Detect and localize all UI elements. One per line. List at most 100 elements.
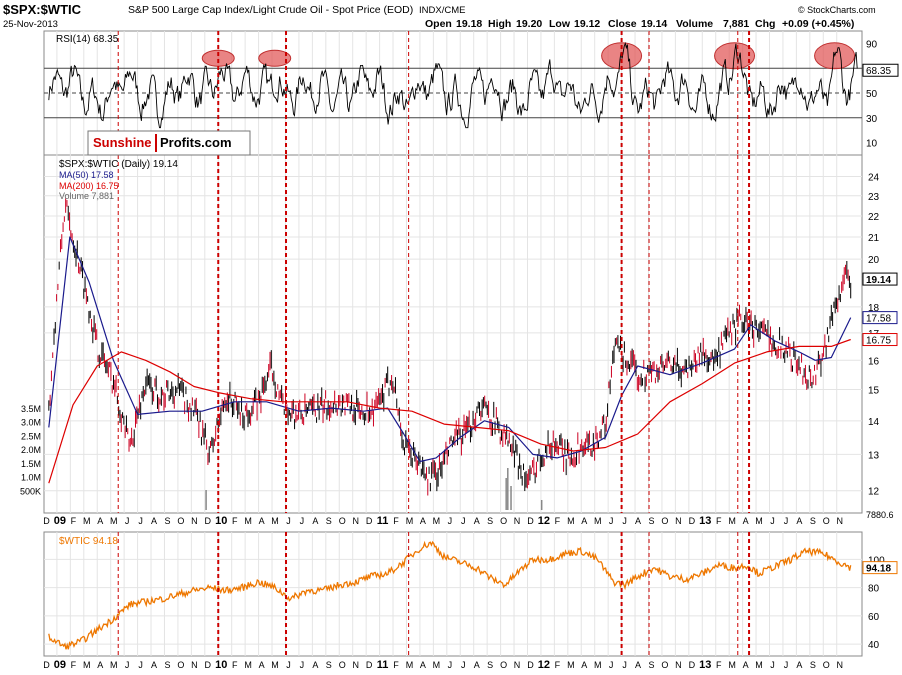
sunshine-logo-box <box>87 130 251 156</box>
volume-label: Volume <box>676 18 713 30</box>
x-axis-month-label: M <box>83 516 91 526</box>
price-legend-ma200: MA(200) 16.75 <box>59 181 119 191</box>
volume-bar <box>510 486 512 510</box>
x-axis-month-label: J <box>609 660 614 670</box>
volume-y-tick-label: 1.0M <box>21 473 41 483</box>
chart-date: 25-Nov-2013 <box>3 19 58 30</box>
x-axis-month-label: J <box>461 516 466 526</box>
volume-bar <box>540 500 543 510</box>
volume-y-tick-label: 500K <box>20 486 41 496</box>
ma50-last-value-box <box>862 311 898 325</box>
labels-layer: DD0909FFMMAAMMJJJJAASSOONNDD1010FFMMAAMM… <box>20 39 899 671</box>
volume-y-tick-label: 1.5M <box>21 459 41 469</box>
x-axis-month-label: 11 <box>377 515 389 527</box>
x-axis-month-label: 12 <box>538 659 550 671</box>
ma200-line <box>48 338 851 484</box>
price-y-tick-label: 15 <box>868 386 880 397</box>
price-y-tick-label: 24 <box>868 173 880 184</box>
wtic-last-value-box <box>862 561 898 575</box>
x-axis-month-label: N <box>514 516 521 526</box>
x-axis-month-label: M <box>110 660 118 670</box>
sunshine-logo-part1: Sunshine <box>93 135 152 150</box>
sunshine-logo-divider <box>155 134 157 152</box>
chart-description: S&P 500 Large Cap Index/Light Crude Oil … <box>128 4 413 16</box>
ma50-last-value: 17.58 <box>866 314 891 325</box>
x-axis-month-label: J <box>125 516 130 526</box>
chart-exchange: INDX/CME <box>419 5 465 16</box>
x-axis-month-label: A <box>97 660 103 670</box>
x-axis-month-label: O <box>500 516 507 526</box>
x-axis-month-label: A <box>474 660 480 670</box>
x-axis-month-label: M <box>406 516 414 526</box>
x-axis-month-label: M <box>271 516 279 526</box>
x-axis-month-label: M <box>728 660 736 670</box>
volume-bar <box>205 490 207 510</box>
series-layer <box>48 41 858 650</box>
rsi-y-tick-label: 50 <box>866 89 878 100</box>
low-value: 19.12 <box>574 18 600 30</box>
wtic-y-tick-label: 60 <box>868 612 880 623</box>
x-axis-month-label: A <box>97 516 103 526</box>
rsi-last-value-box <box>862 63 899 77</box>
x-axis-month-label: A <box>796 660 802 670</box>
close-value: 19.14 <box>641 18 667 30</box>
x-axis-month-label: M <box>244 516 252 526</box>
x-axis-month-label: D <box>205 660 212 670</box>
x-axis-month-label: D <box>527 660 534 670</box>
price-y-tick-label: 18 <box>868 303 880 314</box>
x-axis-month-label: F <box>555 516 561 526</box>
x-axis-month-label: N <box>514 660 521 670</box>
x-axis-month-label: M <box>406 660 414 670</box>
x-axis-month-label: J <box>300 516 305 526</box>
x-axis-month-label: F <box>71 660 77 670</box>
x-axis-month-label: A <box>743 516 749 526</box>
price-y-tick-label: 12 <box>868 487 880 498</box>
x-axis-month-label: F <box>555 660 561 670</box>
x-axis-month-label: O <box>339 516 346 526</box>
x-axis-month-label: N <box>675 516 682 526</box>
ma200-last-value-box <box>862 333 898 347</box>
x-axis-month-label: M <box>433 516 441 526</box>
rsi-y-tick-label: 90 <box>866 39 878 50</box>
rsi-last-value: 68.35 <box>866 66 891 77</box>
volume-value: 7,881 <box>723 18 749 30</box>
x-axis-month-label: A <box>312 516 318 526</box>
x-axis-month-label: S <box>487 516 493 526</box>
x-axis-month-label: J <box>125 660 130 670</box>
price-y-tick-label: 22 <box>868 212 880 223</box>
x-axis-month-label: O <box>339 660 346 670</box>
x-axis-month-label: D <box>205 516 212 526</box>
ma200-last-value: 16.75 <box>866 336 891 347</box>
x-axis-month-label: A <box>581 516 587 526</box>
x-axis-month-label: M <box>244 660 252 670</box>
x-axis-month-label: N <box>191 516 198 526</box>
x-axis-month-label: O <box>661 660 668 670</box>
ma50-line <box>48 236 852 463</box>
x-axis-month-label: A <box>420 660 426 670</box>
x-axis-month-label: O <box>661 516 668 526</box>
rsi-y-tick-label: 10 <box>866 139 878 150</box>
x-axis-month-label: S <box>810 660 816 670</box>
wtic-legend: $WTIC 94.18 <box>59 536 118 547</box>
x-axis-month-label: J <box>609 516 614 526</box>
x-axis-month-label: F <box>232 660 238 670</box>
x-axis-month-label: N <box>352 516 359 526</box>
x-axis-month-label: O <box>177 660 184 670</box>
x-axis-month-label: S <box>810 516 816 526</box>
x-axis-month-label: M <box>271 660 279 670</box>
x-axis-month-label: 09 <box>54 659 66 671</box>
x-axis-month-label: D <box>366 660 373 670</box>
rsi-y-tick-label: 30 <box>866 114 878 125</box>
x-axis-month-label: M <box>433 660 441 670</box>
x-axis-month-label: S <box>487 660 493 670</box>
price-legend-volume: Volume 7,881 <box>59 191 114 201</box>
x-axis-month-label: D <box>366 516 373 526</box>
x-axis-month-label: M <box>755 660 763 670</box>
x-axis-month-label: J <box>448 660 453 670</box>
sunshine-logo-part2: Profits.com <box>160 135 232 150</box>
x-axis-month-label: A <box>259 660 265 670</box>
x-axis-month-label: A <box>151 660 157 670</box>
x-axis-month-label: J <box>622 660 627 670</box>
x-axis-month-label: N <box>675 660 682 670</box>
